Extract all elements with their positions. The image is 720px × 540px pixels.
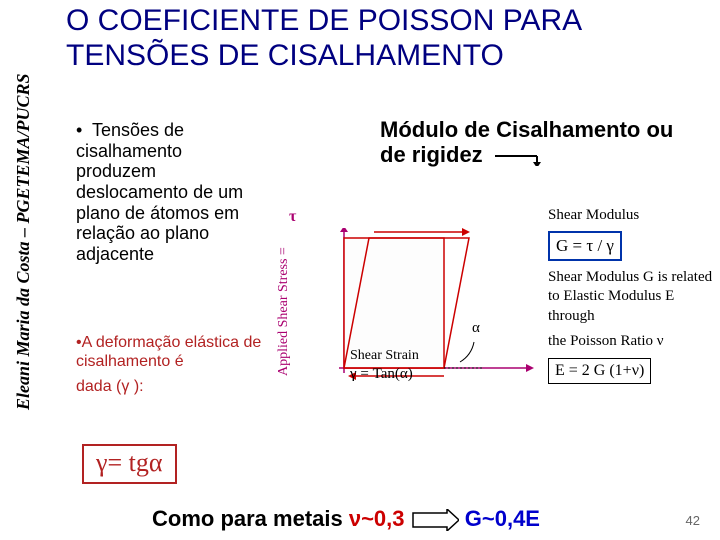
- g-equation-box: G = τ / γ: [548, 231, 622, 261]
- gamma-tan-eq: γ = Tan(α): [350, 366, 413, 383]
- shear-modulus-block: Shear Modulus G = τ / γ Shear Modulus G …: [548, 206, 716, 384]
- shear-modulus-label: Shear Modulus: [548, 206, 716, 226]
- tau-symbol: τ: [289, 208, 296, 226]
- slide-title: O COEFICIENTE DE POISSON PARA TENSÕES DE…: [66, 4, 706, 73]
- bullet-shear-stress: •Tensões de cisalhamento produzem desloc…: [76, 120, 254, 265]
- footer-nu: ν~0,3: [349, 506, 405, 531]
- footer-text: Como para metais ν~0,3 G~0,4E: [152, 506, 712, 532]
- shear-plot: [304, 228, 534, 408]
- relation-text-1: Shear Modulus G is related to Elastic Mo…: [548, 268, 716, 327]
- relation-text-2: the Poisson Ratio ν: [548, 332, 716, 352]
- alpha-label: α: [472, 320, 480, 337]
- bullet2-line2: dada (γ ):: [76, 378, 266, 397]
- arrow-right-icon: [411, 509, 459, 531]
- arrow-down-icon: [489, 146, 549, 166]
- shear-diagram: Applied Shear Stress = τ Shear Strain: [280, 198, 538, 434]
- footer-lead: Como para metais: [152, 506, 349, 531]
- gamma-equals-tg-alpha: γ= tgα: [82, 444, 177, 484]
- page-number: 42: [686, 513, 700, 528]
- e-equation-box: E = 2 G (1+ν): [548, 358, 651, 385]
- x-axis-label: Shear Strain: [350, 348, 419, 364]
- footer-g: G~0,4E: [465, 506, 540, 531]
- bullet2-line1: A deformação elástica de cisalhamento é: [76, 334, 261, 370]
- bullet1-text: Tensões de cisalhamento produzem desloca…: [76, 120, 243, 264]
- bullet-dot: •: [76, 120, 92, 141]
- sidebar-author: Eleani Maria da Costa – PGETEMA/PUCRS: [8, 8, 38, 476]
- y-axis-label: Applied Shear Stress =: [276, 222, 294, 402]
- bullet-elastic-strain: •A deformação elástica de cisalhamento é…: [76, 334, 266, 397]
- modulus-title: Módulo de Cisalhamento ou de rigidez: [380, 118, 680, 167]
